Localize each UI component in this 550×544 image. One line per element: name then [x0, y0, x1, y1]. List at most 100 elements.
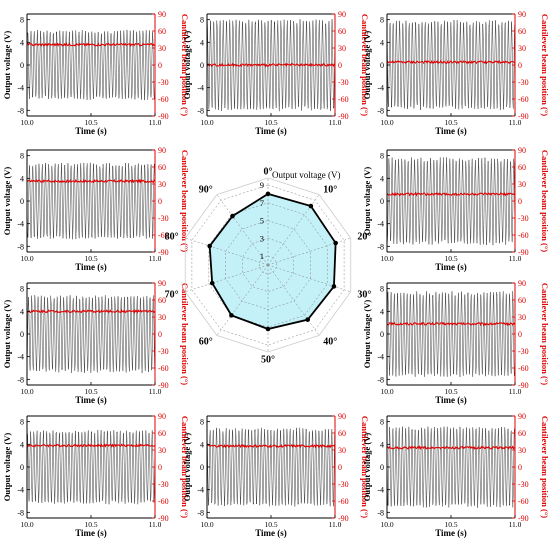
y-axis-label: Output voltage (V) — [2, 300, 12, 369]
y2-tick-label: -30 — [518, 214, 529, 223]
y-tick-label: 0 — [200, 61, 204, 70]
voltage-trace — [206, 427, 336, 507]
y2-tick-label: -30 — [158, 347, 169, 356]
panel-60deg: -8 -4 0 4 8 -90 -60 -30 0 30 60 90 10.0 10.5 11.0 Time … — [182, 412, 370, 538]
y-axis-label: Output voltage (V) — [362, 31, 372, 100]
radar-point — [229, 313, 234, 318]
y2-axis-label: Cantilever beam position (°) — [540, 150, 550, 252]
y2-tick-label: 60 — [158, 163, 166, 172]
panel-50deg: -8 -4 0 4 8 -90 -60 -30 0 30 60 90 10.0 10.5 11.0 Time … — [362, 412, 550, 538]
position-trace — [26, 442, 156, 448]
y2-axis-label: Cantilever beam position (°) — [540, 283, 550, 385]
y-axis-label: Output voltage (V) — [362, 167, 372, 236]
x-axis-label: Time (s) — [435, 126, 467, 136]
y-axis-label: Output voltage (V) — [2, 433, 12, 502]
y2-tick-label: 0 — [158, 197, 162, 206]
radar-point — [331, 284, 337, 289]
x-tick-label: 10.0 — [20, 387, 33, 396]
y2-tick-label: -30 — [338, 480, 349, 489]
y-tick-label: 8 — [380, 16, 384, 25]
radar-ring-label: 3 — [260, 233, 264, 243]
y-tick-label: -8 — [377, 106, 384, 115]
y2-tick-label: 0 — [518, 197, 522, 206]
y2-tick-label: -60 — [158, 95, 169, 104]
y2-tick-label: -90 — [338, 514, 349, 523]
y2-tick-label: 30 — [338, 44, 346, 53]
position-trace — [27, 178, 156, 184]
y2-tick-label: 30 — [158, 446, 166, 455]
radar-ring-label: 7 — [260, 198, 264, 208]
x-axis-label: Time (s) — [435, 262, 467, 272]
radar-grid-ring — [259, 255, 277, 275]
position-trace — [206, 443, 336, 449]
y2-tick-label: -90 — [158, 248, 169, 257]
y2-axis-label: Cantilever beam position (°) — [360, 416, 370, 518]
radar-spoke — [216, 194, 269, 266]
y2-tick-label: -60 — [158, 231, 169, 240]
y2-tick-label: 30 — [518, 446, 526, 455]
x-axis-label: Time (s) — [255, 528, 287, 538]
x-tick-label: 10.0 — [20, 118, 33, 127]
y-axis-label: Output voltage (V) — [182, 31, 192, 100]
x-tick-label: 10.5 — [264, 118, 277, 127]
y-tick-label: -4 — [197, 84, 204, 93]
x-tick-label: 11.0 — [329, 520, 342, 529]
y2-tick-label: -90 — [158, 514, 169, 523]
y-tick-label: 4 — [380, 38, 384, 47]
x-tick-label: 10.5 — [444, 520, 457, 529]
panel-30deg: -8 -4 0 4 8 -90 -60 -30 0 30 60 90 10.0 10.5 11.0 Time … — [362, 146, 550, 272]
y-tick-label: 0 — [380, 330, 384, 339]
radar-point — [209, 280, 215, 286]
x-tick-label: 10.0 — [380, 254, 393, 263]
y-tick-label: 4 — [380, 440, 384, 449]
x-tick-label: 11.0 — [149, 520, 162, 529]
y2-tick-label: 60 — [518, 163, 526, 172]
x-tick-label: 10.0 — [380, 387, 393, 396]
y-axis-label: Output voltage (V) — [362, 300, 372, 369]
y2-tick-label: -30 — [338, 78, 349, 87]
radar-category-label: 60° — [199, 337, 213, 348]
y-tick-label: -8 — [17, 375, 24, 384]
panel-70deg: -8 -4 0 4 8 -90 -60 -30 0 30 60 90 10.0 10.5 11.0 Time … — [2, 412, 190, 538]
voltage-trace — [26, 295, 156, 374]
radar-point — [207, 243, 212, 249]
x-axis-label: Time (s) — [75, 528, 107, 538]
x-tick-label: 10.0 — [200, 520, 213, 529]
radar-spoke — [267, 264, 351, 293]
y-tick-label: -8 — [197, 106, 204, 115]
y2-tick-label: 30 — [158, 313, 166, 322]
radar-point — [305, 317, 311, 322]
y-tick-label: 0 — [20, 61, 24, 70]
radar-category-label: 0° — [264, 167, 273, 178]
y2-axis-label: Cantilever beam position (°) — [180, 283, 190, 385]
y-tick-label: 0 — [20, 463, 24, 472]
y-tick-label: 4 — [20, 307, 24, 316]
y2-tick-label: 60 — [158, 429, 166, 438]
y-tick-label: -8 — [197, 508, 204, 517]
radar-category-label: 90° — [199, 184, 213, 195]
radar-ring-label: 1 — [260, 251, 264, 261]
y-tick-label: 8 — [380, 285, 384, 294]
y2-tick-label: -90 — [158, 112, 169, 121]
y-axis-label: Output voltage (V) — [362, 433, 372, 502]
voltage-trace — [26, 429, 156, 505]
x-tick-label: 10.0 — [20, 520, 33, 529]
y-tick-label: 4 — [200, 440, 204, 449]
y2-tick-label: 30 — [518, 180, 526, 189]
position-trace — [206, 62, 336, 68]
voltage-trace — [26, 162, 156, 240]
position-trace — [386, 191, 516, 197]
y2-tick-label: 60 — [338, 429, 346, 438]
y2-tick-label: 90 — [158, 412, 166, 421]
y2-tick-label: 30 — [518, 313, 526, 322]
voltage-trace — [386, 20, 516, 111]
voltage-trace — [386, 157, 516, 246]
y-tick-label: 4 — [20, 38, 24, 47]
y-tick-label: 8 — [380, 418, 384, 427]
voltage-trace — [386, 290, 516, 378]
y2-tick-label: -60 — [518, 231, 529, 240]
radar-grid-ring — [242, 238, 294, 292]
radar-category-label: 40° — [323, 337, 337, 348]
y-tick-label: 0 — [380, 463, 384, 472]
radar-spoke — [267, 264, 320, 336]
